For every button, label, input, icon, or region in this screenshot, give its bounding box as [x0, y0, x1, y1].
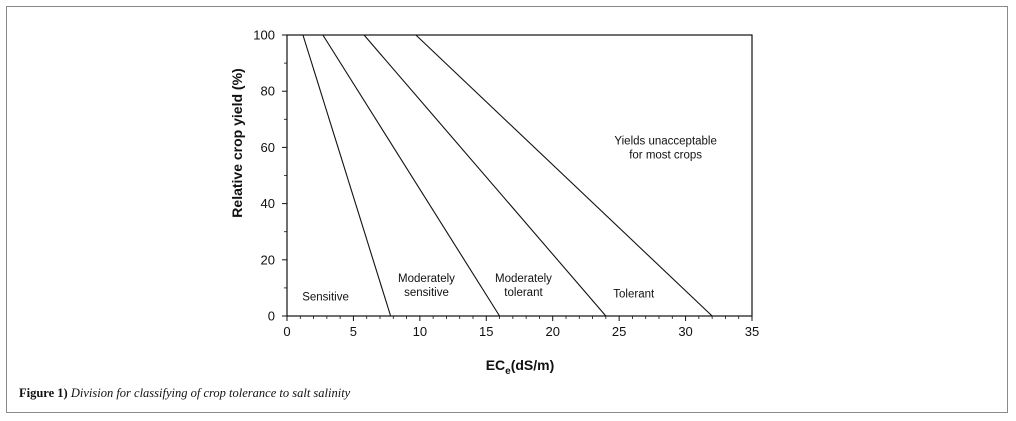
y-tick-label: 60 — [261, 140, 275, 155]
plot-axes: 0 5 10 15 20 25 30 35 0 20 40 60 80 100 — [253, 28, 759, 340]
region-label: Sensitive — [302, 291, 349, 303]
region-label: Tolerant — [613, 289, 655, 301]
series-line-3 — [363, 34, 607, 317]
y-tick-label: 80 — [261, 84, 275, 99]
x-axis-title-sub: e — [505, 366, 511, 377]
x-tick-label: 5 — [350, 324, 357, 339]
series-line-2 — [322, 34, 501, 317]
x-tick-label: 0 — [283, 324, 290, 339]
x-tick-label: 35 — [745, 324, 759, 339]
region-label: Yields unacceptable — [614, 135, 717, 147]
y-tick-label: 20 — [261, 252, 275, 267]
x-tick-label: 25 — [612, 324, 626, 339]
labels-group: Sensitive Moderately sensitive Moderately to… — [302, 135, 717, 303]
region-label: Moderately — [495, 273, 552, 285]
x-tick-label: 30 — [678, 324, 692, 339]
series-group — [302, 34, 713, 317]
x-tick-label: 20 — [545, 324, 559, 339]
x-axis-title-main: EC — [486, 357, 505, 373]
y-tick-label: 40 — [261, 196, 275, 211]
x-axis-title: ECe(dS/m) — [486, 357, 555, 377]
y-tick-label: 0 — [268, 309, 275, 324]
x-tick-label: 15 — [479, 324, 493, 339]
x-tick-label: 10 — [413, 324, 427, 339]
caption-figure-label: Figure 1) — [19, 386, 68, 400]
y-tick-label: 100 — [253, 28, 275, 43]
region-label: tolerant — [504, 287, 543, 299]
figure-caption: Figure 1) Division for classifying of cr… — [19, 386, 350, 401]
figure-frame — [6, 6, 1008, 413]
y-axis-title: Relative crop yield (%) — [229, 68, 245, 217]
x-axis-title-unit: (dS/m) — [511, 357, 555, 373]
series-line-1 — [302, 34, 392, 317]
region-label: sensitive — [404, 287, 449, 299]
caption-text: Division for classifying of crop toleran… — [70, 386, 351, 400]
series-line-4 — [415, 34, 713, 317]
region-label: Moderately — [398, 273, 455, 285]
region-label: for most crops — [629, 149, 702, 161]
